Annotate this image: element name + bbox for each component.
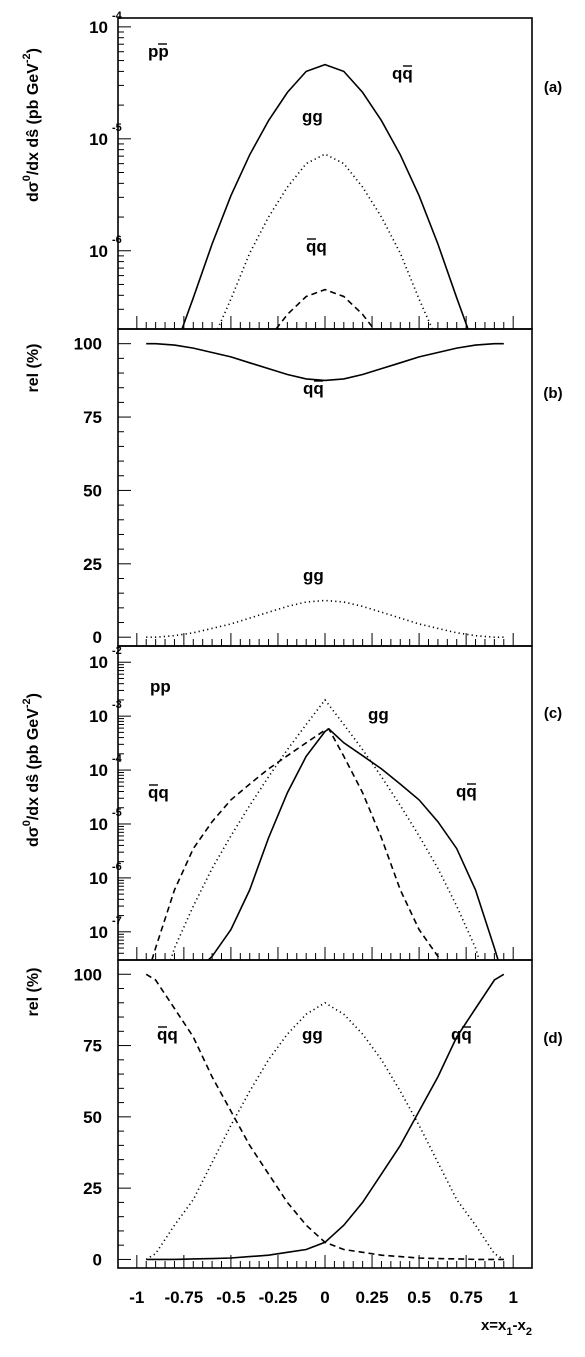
y-tick-exponent: -4 <box>112 753 123 765</box>
series-line-solid <box>146 974 504 1259</box>
x-tick-label: 1 <box>508 1288 517 1307</box>
y-tick-label: 75 <box>83 1037 102 1056</box>
plot-frame <box>118 646 532 960</box>
y-tick-exponent: -2 <box>112 645 122 657</box>
y-tick-label: 10 <box>89 653 108 672</box>
panel-c: 10 -2 10 -3 10 -4 10 -5 10 -6 10 -7 pp gg qq qq (c) <box>89 645 562 960</box>
y-tick-exponent: -6 <box>112 234 122 246</box>
label-ppbar: pp <box>148 42 169 61</box>
y-tick-label: 25 <box>83 1179 102 1198</box>
y-tick-label: 100 <box>74 335 102 354</box>
series-line-dashed <box>152 729 442 960</box>
y-tick-label: 25 <box>83 555 102 574</box>
series-line-dashed <box>146 974 504 1259</box>
label-gg: gg <box>303 566 324 585</box>
y-tick-label: 10 <box>89 18 108 37</box>
y-tick-label: 10 <box>89 242 108 261</box>
y-tick-label: 0 <box>93 628 102 647</box>
y-tick-label: 100 <box>74 965 102 984</box>
y-tick-label: 10 <box>89 707 108 726</box>
plot-frame <box>118 960 532 1268</box>
panel-label-b: (b) <box>543 385 562 402</box>
label-gg: gg <box>368 705 389 724</box>
x-tick-label: -0.75 <box>164 1288 203 1307</box>
label-qqbar: qq <box>303 379 324 398</box>
panel-b: 100 75 50 25 0 qq gg (b) <box>74 329 563 647</box>
label-qqbar: qq <box>451 1025 472 1044</box>
x-tick-label: -0.25 <box>259 1288 298 1307</box>
y-tick-exponent: -4 <box>112 10 123 22</box>
y-tick-label: 10 <box>89 130 108 149</box>
x-tick-label: 0 <box>320 1288 329 1307</box>
label-qqbar: qq <box>392 64 413 83</box>
label-gg: gg <box>302 107 323 126</box>
x-axis-title: x=x1-x2 <box>481 1317 532 1338</box>
y-tick-exponent: -6 <box>112 861 122 873</box>
y-axis-title-d: rel (%) <box>25 968 42 1017</box>
panel-a: 10 -4 10 -5 10 -6 pp qq gg qq (a) <box>89 10 562 329</box>
label-qbarq: qq <box>148 783 169 802</box>
y-tick-label: 10 <box>89 761 108 780</box>
panel-label-c: (c) <box>544 705 562 722</box>
y-tick-label: 10 <box>89 815 108 834</box>
panel-label-a: (a) <box>544 79 562 96</box>
y-axis-title-a: dσ0/dx dŝ (pb GeV-2) <box>21 48 42 202</box>
y-tick-exponent: -5 <box>112 807 122 819</box>
y-tick-label: 10 <box>89 923 108 942</box>
label-qqbar: qq <box>456 782 477 801</box>
label-qbarq: qq <box>157 1025 178 1044</box>
y-tick-label: 50 <box>83 1108 102 1127</box>
y-tick-label: 50 <box>83 481 102 500</box>
x-tick-label: -1 <box>129 1288 144 1307</box>
y-axis-title-b: rel (%) <box>25 344 42 393</box>
y-tick-exponent: -5 <box>112 122 122 134</box>
y-tick-exponent: -7 <box>112 915 122 927</box>
x-tick-label: -0.5 <box>216 1288 245 1307</box>
x-tick-label: 0.25 <box>355 1288 388 1307</box>
y-tick-label: 75 <box>83 408 102 427</box>
series-line-dotted <box>146 601 504 638</box>
panels: 10-410-510-6ppqqggqq(a)1007550250qqgg(b)… <box>21 10 563 1338</box>
label-qbarq: qq <box>306 237 327 256</box>
y-tick-label: 10 <box>89 869 108 888</box>
x-tick-label: 0.5 <box>407 1288 431 1307</box>
x-tick-label: 0.75 <box>450 1288 483 1307</box>
y-tick-exponent: -3 <box>112 699 122 711</box>
series-line-dotted <box>171 700 480 960</box>
panel-d: 100 75 50 25 0 -1 -0.75 -0.5 -0.25 0 0.25 0.5 0.75 1 q… <box>74 960 563 1307</box>
y-tick-label: 0 <box>93 1250 102 1269</box>
label-pp: pp <box>150 677 171 696</box>
plot-frame <box>118 329 532 646</box>
y-axis-title-c: dσ0/dx dŝ (pb GeV-2) <box>21 693 42 847</box>
series-line-solid <box>208 729 498 960</box>
series-line-solid <box>146 344 504 381</box>
panel-label-d: (d) <box>543 1030 562 1047</box>
label-gg: gg <box>302 1025 323 1044</box>
